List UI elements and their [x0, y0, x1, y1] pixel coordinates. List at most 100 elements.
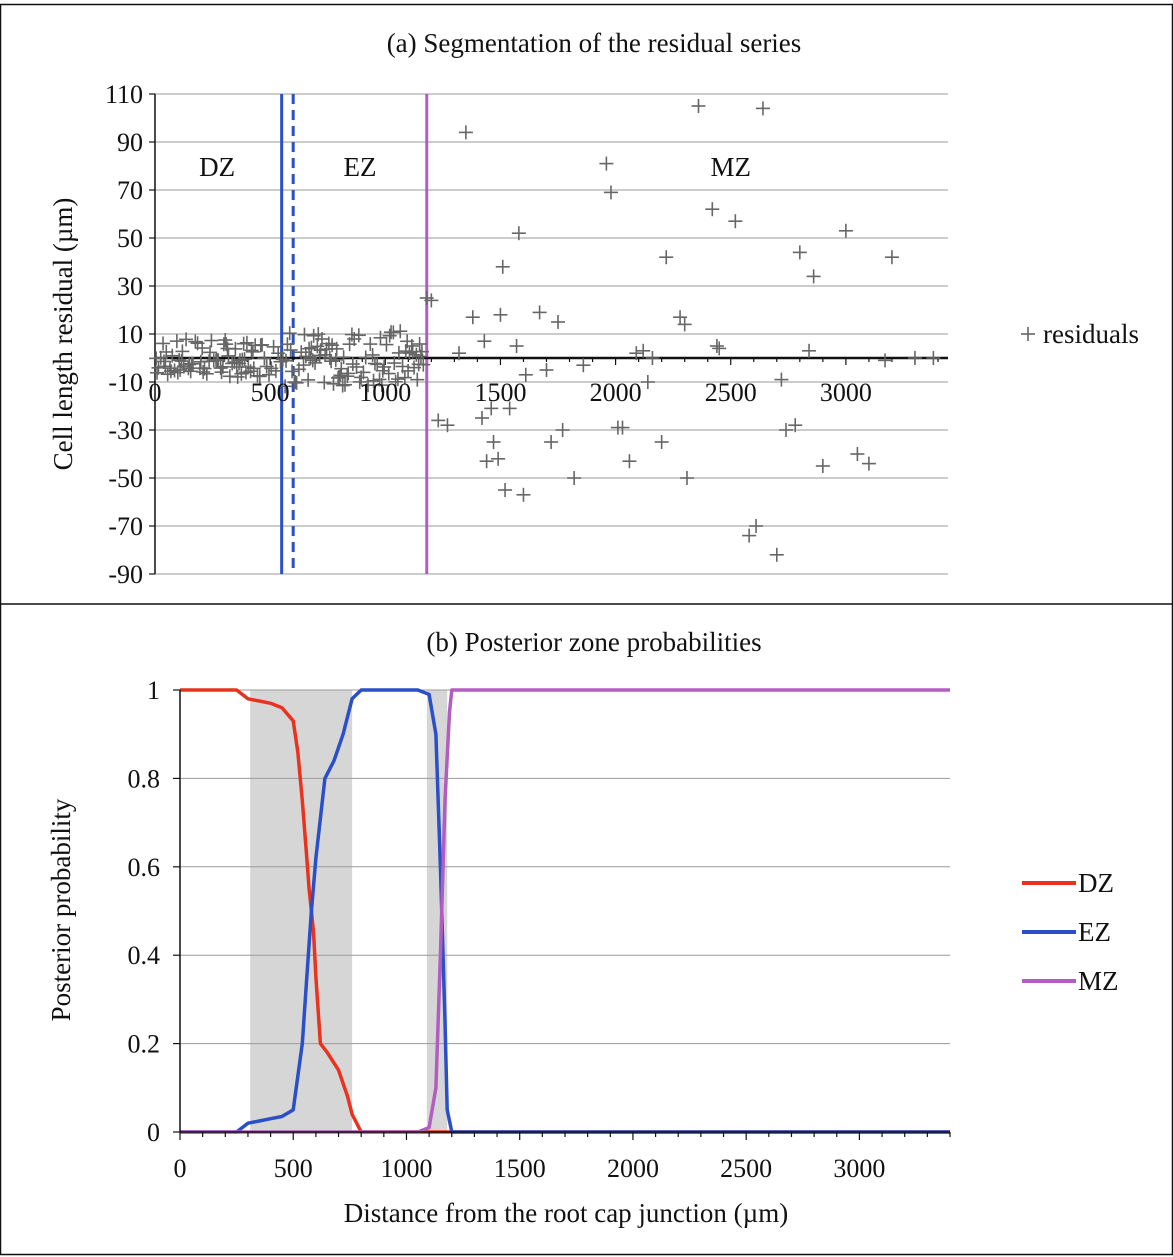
residual-point: [769, 547, 784, 562]
residual-point: [188, 334, 203, 349]
residual-point: [397, 370, 412, 385]
residual-point: [183, 364, 198, 379]
residual-point: [252, 369, 267, 384]
residual-point: [236, 336, 251, 351]
residual-point: [370, 357, 385, 372]
a-x-tick-label: 0: [149, 378, 162, 407]
residual-point: [239, 335, 254, 350]
panel-a-residuals: (a) Segmentation of the residual series …: [48, 28, 1139, 589]
panel-b-xlabel: Distance from the root cap junction (µm): [344, 1198, 788, 1228]
residual-point: [659, 250, 674, 265]
residual-point: [329, 341, 344, 356]
residual-point: [390, 372, 405, 387]
residual-point: [328, 352, 343, 367]
residual-point: [367, 356, 382, 371]
residual-point: [296, 358, 311, 373]
residual-point: [491, 451, 506, 466]
residual-point: [884, 250, 899, 265]
residual-point: [156, 336, 171, 351]
residual-point: [679, 471, 694, 485]
residual-point: [203, 345, 218, 360]
residual-point: [410, 372, 425, 387]
residual-point: [196, 364, 211, 379]
residual-point: [317, 375, 332, 390]
residual-point: [336, 350, 351, 365]
residual-point: [486, 435, 501, 449]
residual-point: [728, 214, 743, 229]
residual-point: [373, 330, 388, 345]
residual-point: [516, 487, 531, 502]
residual-point: [539, 363, 554, 377]
residual-point: [302, 341, 317, 356]
residual-point: [502, 401, 517, 416]
b-y-tick-label: 0.4: [128, 941, 161, 970]
a-y-tick-label: -10: [108, 368, 143, 397]
residual-point: [440, 418, 455, 433]
residual-point: [246, 361, 261, 376]
b-x-tick-label: 2500: [720, 1154, 772, 1183]
residual-point: [255, 337, 270, 352]
residual-point: [341, 366, 356, 381]
residual-point: [465, 310, 480, 325]
residual-point: [332, 370, 347, 385]
residual-point: [215, 359, 230, 374]
a-y-tick-label: 90: [117, 128, 143, 157]
residual-point: [802, 343, 817, 358]
residual-point: [907, 351, 922, 365]
panel-a-title: (a) Segmentation of the residual series: [387, 28, 802, 58]
a-y-tick-label: -30: [108, 416, 143, 445]
residual-point: [230, 369, 245, 384]
residual-point: [221, 348, 236, 363]
residual-point: [861, 456, 876, 471]
residual-point: [345, 357, 360, 372]
residual-point: [279, 353, 294, 368]
b-x-tick-label: 1500: [494, 1154, 546, 1183]
residual-point: [199, 366, 214, 381]
residual-point: [358, 350, 373, 365]
residual-point: [509, 339, 524, 353]
residual-point: [511, 226, 526, 241]
residual-point: [416, 357, 431, 372]
residual-point: [838, 223, 853, 238]
residual-point: [673, 310, 688, 325]
residual-point: [308, 355, 323, 370]
residual-point: [289, 375, 304, 390]
panel-b-posterior: (b) Posterior zone probabilities Posteri…: [46, 627, 1119, 1228]
residual-point: [615, 420, 630, 435]
residual-point: [645, 351, 660, 365]
residual-point: [273, 354, 288, 369]
residual-point: [576, 358, 591, 373]
residual-point: [363, 337, 378, 352]
residual-point: [424, 293, 439, 308]
legend-label-ez: EZ: [1078, 917, 1111, 947]
residual-point: [691, 99, 706, 113]
b-x-tick-label: 1000: [380, 1154, 432, 1183]
residual-point: [629, 346, 644, 361]
residual-point: [393, 324, 408, 339]
a-x-tick-label: 2000: [590, 378, 642, 407]
residual-point: [709, 339, 724, 353]
residual-point: [495, 259, 510, 274]
residual-point: [340, 369, 355, 384]
residual-point: [282, 326, 297, 341]
residual-point: [304, 340, 319, 355]
residual-point: [280, 337, 295, 352]
residual-point: [275, 352, 290, 367]
residual-point: [356, 365, 371, 380]
residual-point: [749, 519, 764, 533]
residual-point: [173, 362, 188, 377]
residual-point: [388, 374, 403, 389]
residual-point: [283, 342, 298, 357]
a-x-tick-label: 3000: [820, 378, 872, 407]
residual-point: [603, 185, 618, 200]
residual-point: [498, 483, 513, 497]
residual-point: [204, 333, 219, 348]
residual-point: [850, 447, 865, 461]
a-x-tick-label: 1500: [474, 378, 526, 407]
residual-point: [926, 351, 941, 365]
residual-point: [170, 365, 185, 380]
residual-point: [228, 341, 243, 356]
residual-point: [755, 101, 770, 116]
residual-point: [654, 435, 669, 449]
